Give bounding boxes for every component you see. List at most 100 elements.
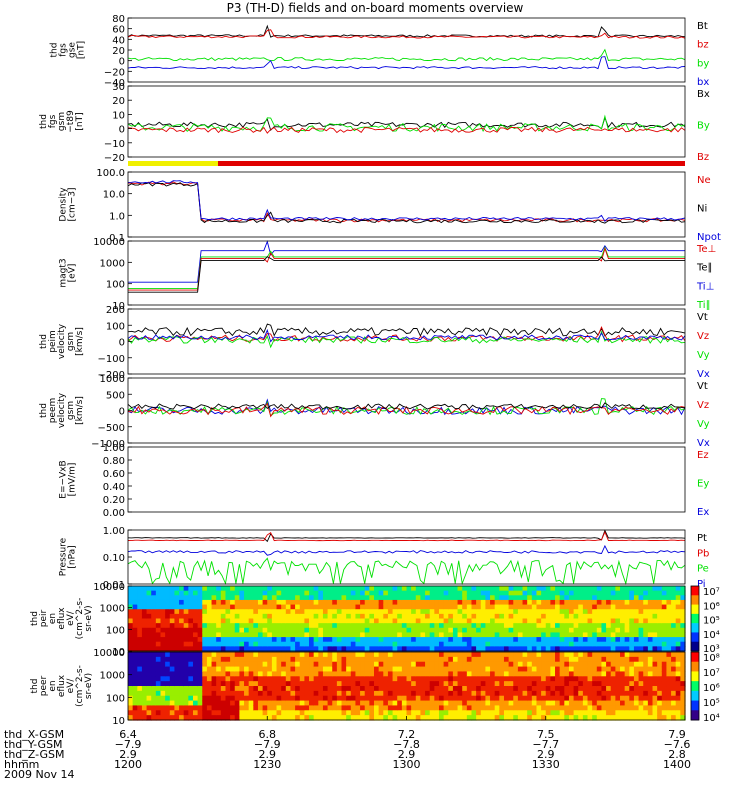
spectrogram-cell — [216, 627, 222, 634]
spectrogram-cell — [230, 690, 236, 697]
spectrogram-cell — [239, 599, 245, 606]
spectrogram-cell — [568, 666, 575, 673]
spectrogram-cell — [652, 637, 658, 643]
spectrogram-cell — [624, 618, 630, 624]
spectrogram-cell — [160, 652, 166, 658]
spectrogram-cell — [643, 656, 649, 663]
spectrogram-cell — [508, 686, 514, 692]
spectrogram-cell — [211, 710, 217, 716]
spectrogram-cell — [462, 695, 468, 702]
spectrogram-cell — [666, 690, 672, 697]
spectrogram-cell — [216, 705, 222, 711]
spectrogram-cell — [564, 661, 570, 668]
spectrogram-cell — [313, 652, 319, 658]
spectrogram-cell — [522, 595, 528, 601]
spectrogram-cell — [624, 715, 630, 721]
spectrogram-cell — [633, 676, 640, 682]
spectrogram-cell — [541, 710, 547, 716]
spectrogram-cell — [160, 632, 166, 638]
spectrogram-cell — [244, 623, 250, 629]
spectrogram-cell — [564, 690, 570, 697]
spectrogram-cell — [211, 627, 217, 634]
spectrogram-cell — [267, 632, 273, 638]
spectrogram-cell — [179, 632, 185, 638]
spectrogram-cell — [322, 627, 329, 634]
spectrogram-cell — [638, 618, 644, 624]
peir-spectrogram-colorbar — [690, 585, 700, 652]
colorbar-tick-label: 10⁵ — [703, 616, 720, 627]
y-tick-label: 10 — [112, 647, 125, 658]
spectrogram-cell — [304, 586, 310, 592]
spectrogram-cell — [341, 586, 347, 592]
spectrogram-cell — [411, 586, 417, 592]
spectrogram-cell — [555, 671, 561, 677]
spectrogram-cell — [452, 700, 459, 707]
spectrogram-cell — [545, 700, 551, 707]
spectrogram-cell — [671, 681, 677, 687]
spectrogram-cell — [638, 676, 644, 682]
spectrogram-cell — [411, 695, 417, 702]
spectrogram-cell — [555, 609, 561, 615]
spectrogram-cell — [234, 671, 240, 677]
spectrogram-cell — [285, 700, 292, 707]
spectrogram-cell — [290, 646, 296, 652]
spectrogram-cell — [466, 613, 473, 620]
spectrogram-cell — [137, 590, 143, 596]
spectrogram-cell — [452, 652, 459, 658]
spectrogram-cell — [573, 604, 579, 610]
spectrogram-cell — [132, 599, 138, 606]
spectrogram-cell — [211, 623, 217, 629]
spectrogram-cell — [378, 609, 384, 615]
spectrogram-cell — [620, 652, 626, 658]
spectrogram-cell — [346, 705, 352, 711]
spectrogram-cell — [420, 666, 426, 673]
spectrogram-cell — [675, 646, 681, 652]
spectrogram-cell — [522, 661, 528, 668]
spectrogram-cell — [341, 661, 347, 668]
spectrogram-cell — [555, 641, 561, 647]
spectrogram-cell — [476, 623, 482, 629]
spectrogram-cell — [555, 705, 561, 711]
spectrogram-cell — [387, 700, 394, 707]
spectrogram-cell — [610, 613, 616, 620]
spectrogram-cell — [531, 695, 538, 702]
spectrogram-cell — [462, 690, 468, 697]
spectrogram-cell — [522, 666, 528, 673]
spectrogram-cell — [174, 710, 180, 716]
spectrogram-cell — [564, 613, 570, 620]
spectrogram-cell — [606, 613, 612, 620]
spectrogram-cell — [601, 690, 607, 697]
spectrogram-cell — [527, 586, 533, 592]
spectrogram-cell — [313, 676, 319, 682]
spectrogram-cell — [508, 609, 514, 615]
spectrogram-cell — [647, 609, 654, 615]
spectrogram-cell — [165, 705, 171, 711]
spectrogram-cell — [573, 627, 579, 634]
spectrogram-cell — [517, 705, 524, 711]
spectrogram-cell — [234, 613, 240, 620]
spectrogram-cell — [160, 637, 166, 643]
spectrogram-cell — [462, 661, 468, 668]
spectrogram-cell — [183, 632, 189, 638]
spectrogram-cell — [499, 705, 505, 711]
temperature-series-Te⊥ — [128, 246, 685, 291]
spectrogram-cell — [434, 710, 440, 716]
spectrogram-cell — [536, 681, 542, 687]
spectrogram-cell — [657, 676, 663, 682]
spectrogram-cell — [601, 681, 607, 687]
spectrogram-cell — [281, 586, 287, 592]
spectrogram-cell — [248, 661, 254, 668]
spectrogram-cell — [443, 637, 449, 643]
spectrogram-cell — [392, 595, 398, 601]
spectrogram-cell — [313, 681, 319, 687]
spectrogram-cell — [443, 666, 449, 673]
spectrogram-cell — [466, 623, 473, 629]
spectrogram-cell — [299, 676, 305, 682]
spectrogram-cell — [647, 695, 654, 702]
spectrogram-cell — [262, 623, 268, 629]
spectrogram-cell — [545, 705, 551, 711]
spectrogram-cell — [202, 690, 208, 697]
spectrogram-cell — [517, 686, 524, 692]
spectrogram-cell — [680, 676, 686, 682]
spectrogram-cell — [550, 586, 556, 592]
